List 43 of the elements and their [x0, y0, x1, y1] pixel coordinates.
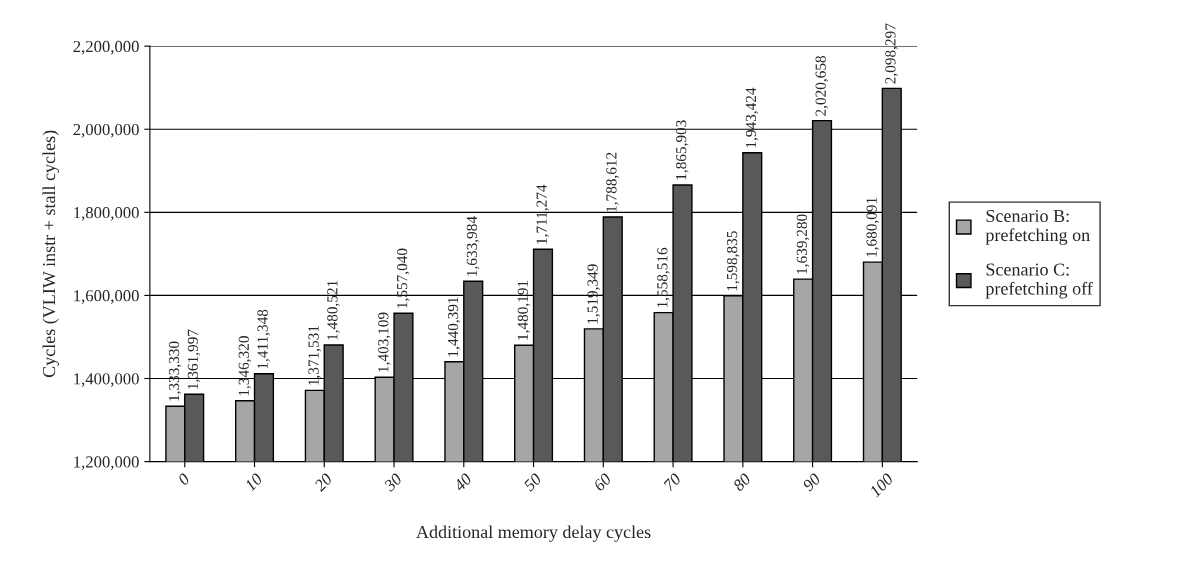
data-label: 1,711,274: [536, 184, 549, 244]
x-tick-label: 100: [868, 472, 894, 498]
x-tick-label: 50: [522, 472, 543, 492]
data-label: 1,633,984: [466, 216, 480, 276]
y-tick-label: 2,200,000: [73, 40, 139, 55]
x-tick-label: 30: [383, 472, 403, 493]
x-tick-label: 90: [802, 472, 822, 492]
x-tick-label: 0: [177, 472, 191, 486]
data-label: 1,519,349: [587, 264, 600, 324]
data-label: 1,480,191: [517, 280, 531, 340]
legend-label: Scenario C: prefetching off: [985, 263, 1093, 299]
x-tick-label: 80: [732, 472, 752, 492]
data-label: 1,440,391: [447, 297, 461, 357]
data-label: 1,333,330: [168, 341, 182, 401]
y-tick-label: 1,400,000: [74, 373, 139, 387]
x-axis-title: Additional memory delay cycles: [416, 525, 651, 542]
y-tick-label: 2,000,000: [73, 123, 139, 138]
x-tick-label: 60: [592, 472, 613, 492]
data-label: 1,361,997: [187, 329, 201, 389]
data-label: 1,558,516: [657, 247, 670, 308]
data-label: 1,788,612: [606, 152, 619, 212]
data-label: 1,865,903: [676, 120, 689, 180]
data-label: 1,639,280: [796, 214, 810, 274]
y-axis-title: Cycles (VLIW instr + stall cycles): [42, 130, 59, 378]
data-label: 1,598,835: [726, 231, 740, 291]
data-label: 2,020,658: [815, 55, 829, 116]
data-label: 1,557,040: [396, 248, 410, 308]
data-label: 1,346,320: [238, 336, 252, 396]
data-label: 1,680,091: [866, 197, 879, 257]
y-tick-label: 1,800,000: [74, 207, 139, 221]
data-label: 1,480,521: [327, 280, 340, 340]
data-label: 1,371,531: [308, 325, 321, 385]
x-tick-label: 20: [313, 472, 333, 493]
x-tick-label: 70: [662, 472, 682, 492]
data-label: 1,411,348: [257, 309, 270, 369]
data-label: 2,098,297: [885, 23, 898, 84]
legend-label: Scenario B: prefetching on: [985, 209, 1090, 245]
y-tick-label: 1,600,000: [74, 290, 139, 304]
x-tick-label: 40: [452, 472, 473, 493]
data-label: 1,403,109: [378, 312, 391, 372]
data-label: 1,943,424: [745, 87, 759, 148]
x-tick-label: 10: [244, 472, 264, 492]
y-tick-label: 1,200,000: [74, 456, 139, 470]
